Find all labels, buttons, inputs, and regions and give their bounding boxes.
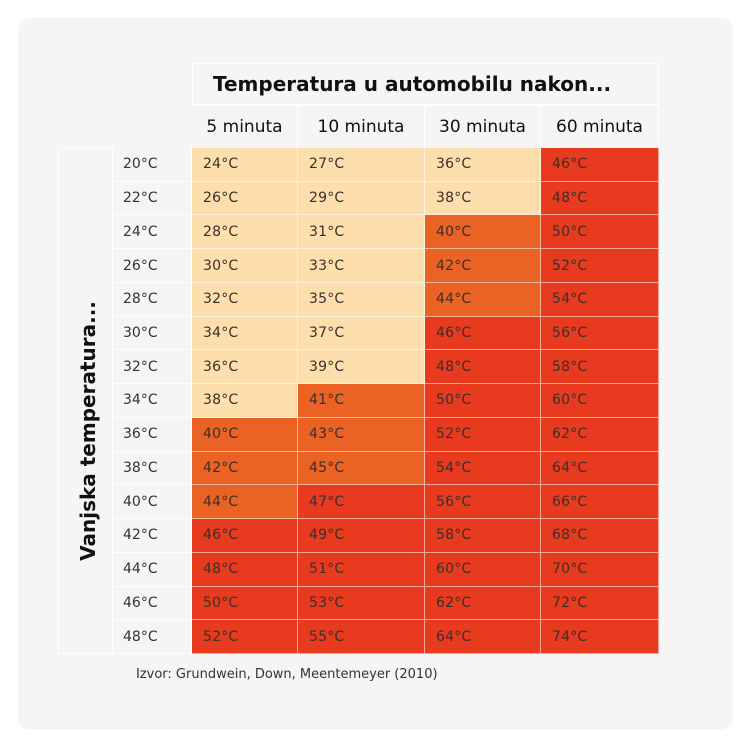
data-cell: 26°C <box>192 181 298 216</box>
row-axis-label: Vanjska temperatura... <box>75 301 100 561</box>
data-cell: 70°C <box>541 552 659 587</box>
data-cell: 38°C <box>192 384 298 418</box>
data-cell: 34°C <box>192 316 298 351</box>
data-cell: 48°C <box>192 552 298 587</box>
data-cell: 39°C <box>298 350 425 385</box>
data-cell: 52°C <box>541 249 659 283</box>
data-cell: 28°C <box>192 215 298 250</box>
data-cell: 53°C <box>298 586 425 621</box>
data-cell: 29°C <box>298 181 425 216</box>
row-label: 44°C <box>113 552 192 587</box>
data-cell: 54°C <box>425 451 541 486</box>
column-header: 60 minuta <box>541 105 659 148</box>
data-cell: 52°C <box>425 417 541 452</box>
row-label: 40°C <box>113 485 192 520</box>
row-axis-box <box>58 148 113 654</box>
data-cell: 62°C <box>425 586 541 621</box>
data-cell: 40°C <box>425 215 541 250</box>
data-cell: 49°C <box>298 519 425 553</box>
column-header: 5 minuta <box>192 105 298 148</box>
row-label: 36°C <box>113 417 192 452</box>
row-label: 28°C <box>113 282 192 317</box>
data-cell: 50°C <box>425 384 541 418</box>
data-cell: 48°C <box>425 350 541 385</box>
data-cell: 45°C <box>298 451 425 486</box>
row-label: 32°C <box>113 350 192 385</box>
data-cell: 58°C <box>425 519 541 553</box>
data-cell: 43°C <box>298 417 425 452</box>
data-cell: 55°C <box>298 620 425 654</box>
data-cell: 60°C <box>425 552 541 587</box>
data-cell: 36°C <box>192 350 298 385</box>
data-cell: 40°C <box>192 417 298 452</box>
data-cell: 46°C <box>541 148 659 182</box>
data-cell: 58°C <box>541 350 659 385</box>
data-cell: 50°C <box>192 586 298 621</box>
data-cell: 44°C <box>192 485 298 520</box>
data-cell: 64°C <box>541 451 659 486</box>
data-cell: 68°C <box>541 519 659 553</box>
data-cell: 24°C <box>192 148 298 182</box>
row-label: 38°C <box>113 451 192 486</box>
row-label: 42°C <box>113 519 192 553</box>
row-label: 26°C <box>113 249 192 283</box>
row-label: 46°C <box>113 586 192 621</box>
data-cell: 37°C <box>298 316 425 351</box>
data-cell: 42°C <box>425 249 541 283</box>
row-label: 20°C <box>113 148 192 182</box>
data-cell: 38°C <box>425 181 541 216</box>
data-cell: 35°C <box>298 282 425 317</box>
data-cell: 52°C <box>192 620 298 654</box>
data-cell: 64°C <box>425 620 541 654</box>
data-cell: 44°C <box>425 282 541 317</box>
data-cell: 62°C <box>541 417 659 452</box>
data-cell: 48°C <box>541 181 659 216</box>
source-note: Izvor: Grundwein, Down, Meentemeyer (201… <box>136 667 438 682</box>
data-cell: 56°C <box>541 316 659 351</box>
data-cell: 50°C <box>541 215 659 250</box>
data-cell: 30°C <box>192 249 298 283</box>
row-label: 22°C <box>113 181 192 216</box>
data-cell: 66°C <box>541 485 659 520</box>
data-cell: 56°C <box>425 485 541 520</box>
row-label: 30°C <box>113 316 192 351</box>
data-cell: 54°C <box>541 282 659 317</box>
data-cell: 47°C <box>298 485 425 520</box>
row-label: 34°C <box>113 384 192 418</box>
data-cell: 27°C <box>298 148 425 182</box>
data-cell: 42°C <box>192 451 298 486</box>
data-cell: 33°C <box>298 249 425 283</box>
data-cell: 72°C <box>541 586 659 621</box>
column-header: 10 minuta <box>298 105 425 148</box>
data-cell: 41°C <box>298 384 425 418</box>
data-cell: 31°C <box>298 215 425 250</box>
column-header: 30 minuta <box>425 105 541 148</box>
data-cell: 36°C <box>425 148 541 182</box>
data-cell: 74°C <box>541 620 659 654</box>
table-title: Temperatura u automobilu nakon... <box>192 63 659 105</box>
row-label: 48°C <box>113 620 192 654</box>
data-cell: 60°C <box>541 384 659 418</box>
data-cell: 46°C <box>425 316 541 351</box>
row-label: 24°C <box>113 215 192 250</box>
data-cell: 46°C <box>192 519 298 553</box>
data-cell: 32°C <box>192 282 298 317</box>
data-cell: 51°C <box>298 552 425 587</box>
